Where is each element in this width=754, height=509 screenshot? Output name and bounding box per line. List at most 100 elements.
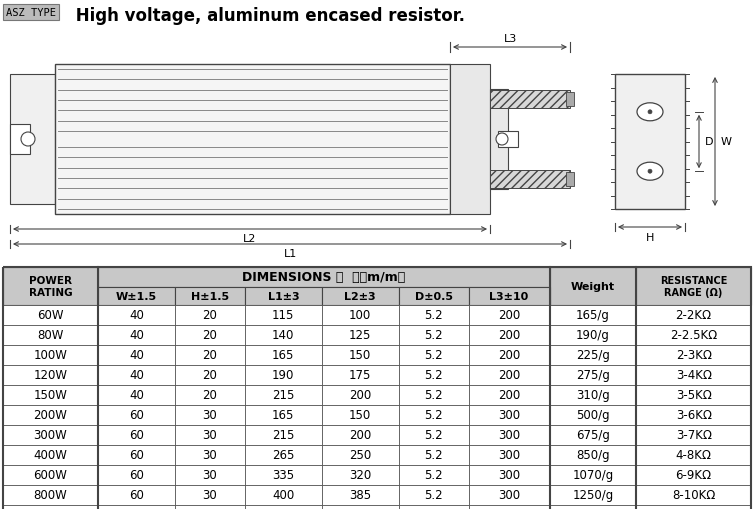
Bar (322, 288, 399, 305)
Text: 125: 125 (349, 329, 372, 342)
Bar (3, 365, 98, 385)
Bar (3, 305, 98, 325)
Text: 100: 100 (349, 309, 372, 322)
Text: 225/g: 225/g (576, 349, 610, 362)
Text: 40: 40 (129, 309, 144, 322)
Text: 165: 165 (272, 349, 295, 362)
Bar (550, 325, 636, 345)
Bar (245, 465, 322, 485)
Circle shape (496, 134, 508, 146)
Text: 1070/g: 1070/g (572, 469, 614, 482)
Bar (322, 345, 399, 365)
Bar (175, 485, 245, 505)
Text: 190/g: 190/g (576, 329, 610, 342)
Bar (322, 305, 399, 325)
Bar (550, 365, 636, 385)
Text: Weight: Weight (571, 281, 615, 292)
Text: ASZ TYPE: ASZ TYPE (6, 8, 56, 18)
Bar (468, 445, 550, 465)
Text: 20: 20 (203, 389, 217, 402)
Text: 800W: 800W (34, 489, 67, 501)
Bar (468, 365, 550, 385)
Bar (636, 365, 751, 385)
Text: H: H (646, 233, 654, 242)
Bar (3, 385, 98, 405)
Bar (498, 132, 518, 148)
Text: 60W: 60W (37, 309, 64, 322)
Ellipse shape (637, 104, 663, 122)
Bar (566, 173, 574, 187)
Bar (245, 305, 322, 325)
Bar (245, 288, 322, 305)
Bar (175, 385, 245, 405)
Text: 400: 400 (272, 489, 295, 501)
Bar (399, 305, 468, 325)
Text: 265: 265 (272, 448, 295, 462)
Bar (468, 288, 550, 305)
Bar (175, 305, 245, 325)
Text: 300: 300 (498, 469, 520, 482)
Text: 40: 40 (129, 369, 144, 382)
Bar (399, 405, 468, 425)
Bar (399, 445, 468, 465)
Bar (468, 485, 550, 505)
Text: 600W: 600W (34, 469, 67, 482)
Text: 4-8KΩ: 4-8KΩ (676, 448, 712, 462)
Bar (3, 505, 98, 509)
Text: 20: 20 (203, 349, 217, 362)
Bar (98, 405, 175, 425)
Bar (98, 445, 175, 465)
Text: 200W: 200W (34, 409, 67, 421)
Text: 250: 250 (349, 448, 372, 462)
Text: 5.2: 5.2 (425, 429, 443, 442)
Text: 200: 200 (498, 369, 520, 382)
Bar (399, 325, 468, 345)
Bar (98, 288, 175, 305)
Ellipse shape (637, 163, 663, 181)
Text: 30: 30 (203, 448, 217, 462)
Text: 3-5KΩ: 3-5KΩ (676, 389, 712, 402)
Text: 30: 30 (203, 469, 217, 482)
Bar (10, 75, 55, 205)
Bar (98, 425, 175, 445)
Text: 300: 300 (498, 409, 520, 421)
Bar (399, 465, 468, 485)
Text: 60: 60 (129, 489, 144, 501)
Bar (98, 485, 175, 505)
Text: 100W: 100W (34, 349, 67, 362)
Bar (175, 445, 245, 465)
Bar (322, 445, 399, 465)
Text: 200: 200 (498, 349, 520, 362)
Text: 30: 30 (203, 489, 217, 501)
Text: W±1.5: W±1.5 (116, 292, 157, 301)
Bar (636, 405, 751, 425)
Text: 5.2: 5.2 (425, 469, 443, 482)
Text: 60: 60 (129, 469, 144, 482)
Text: 115: 115 (272, 309, 295, 322)
Bar (175, 365, 245, 385)
Bar (468, 465, 550, 485)
Text: 400W: 400W (34, 448, 67, 462)
Bar (175, 325, 245, 345)
Bar (322, 325, 399, 345)
Bar (3, 267, 98, 305)
Text: 200: 200 (498, 329, 520, 342)
Bar (245, 325, 322, 345)
Text: 215: 215 (272, 389, 295, 402)
Text: 80W: 80W (38, 329, 64, 342)
Text: L2: L2 (244, 234, 256, 243)
Text: 500/g: 500/g (576, 409, 610, 421)
Text: 300: 300 (498, 448, 520, 462)
Text: 20: 20 (203, 329, 217, 342)
Bar (636, 345, 751, 365)
Text: W: W (721, 137, 732, 147)
Text: 5.2: 5.2 (425, 369, 443, 382)
Bar (468, 305, 550, 325)
Text: 200: 200 (498, 309, 520, 322)
Text: 5.2: 5.2 (425, 349, 443, 362)
Bar (175, 405, 245, 425)
Bar (550, 445, 636, 465)
Text: L1: L1 (284, 248, 296, 259)
Bar (468, 325, 550, 345)
Text: 335: 335 (272, 469, 294, 482)
